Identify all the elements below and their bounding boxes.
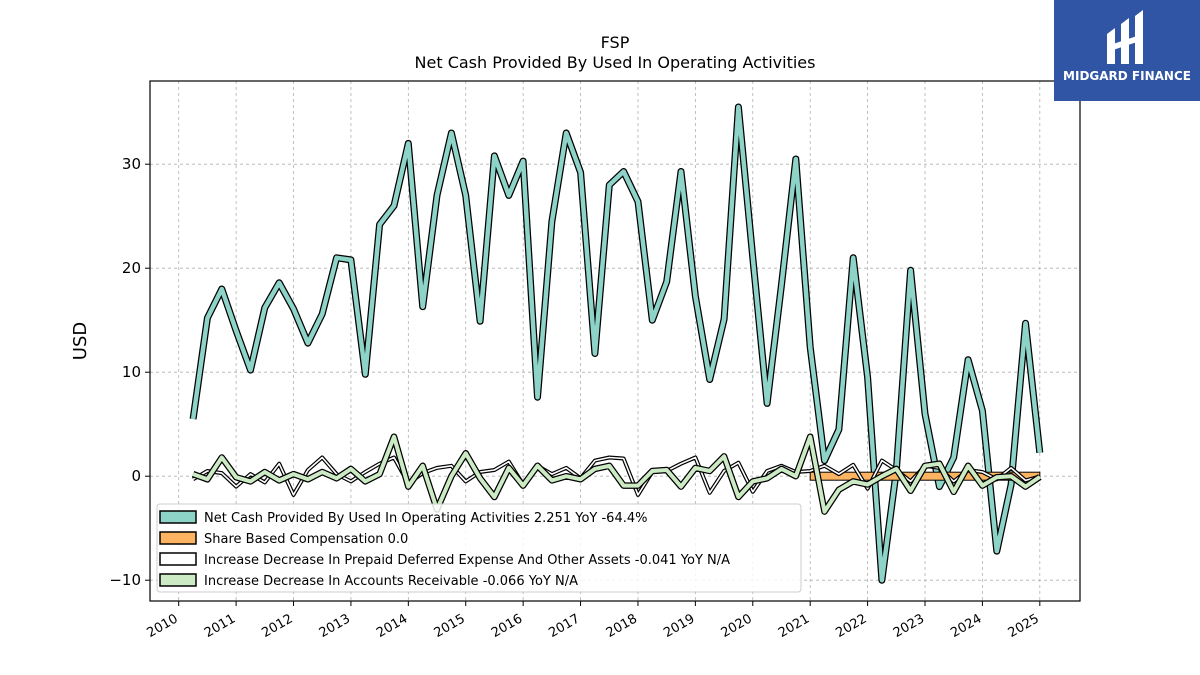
brand-logo: MIDGARD FINANCE <box>1054 0 1200 101</box>
series-layer <box>189 103 1044 584</box>
y-tick-label: 10 <box>122 363 141 381</box>
plot-frame <box>149 80 1081 602</box>
legend-swatch <box>159 510 197 524</box>
series-line <box>190 104 1043 583</box>
y-tick-label: 0 <box>131 467 141 485</box>
legend-swatch <box>159 552 197 566</box>
logo-mark-icon <box>1107 10 1143 64</box>
legend-items: Net Cash Provided By Used In Operating A… <box>159 510 730 589</box>
legend-box <box>156 503 802 593</box>
y-tick-label: 30 <box>122 155 141 173</box>
legend-swatch <box>159 531 197 545</box>
y-axis: −10 0 10 20 30 <box>109 155 150 589</box>
chart-title: FSP <box>601 33 630 52</box>
y-axis-label: USD <box>70 322 91 360</box>
brand-name: MIDGARD FINANCE <box>1063 69 1191 83</box>
y-tick-label: −10 <box>109 571 141 589</box>
legend-label: Net Cash Provided By Used In Operating A… <box>204 511 647 526</box>
legend: Net Cash Provided By Used In Operating A… <box>156 503 802 593</box>
chart-subtitle: Net Cash Provided By Used In Operating A… <box>415 53 816 72</box>
series-3 <box>191 433 1042 515</box>
legend-label: Increase Decrease In Prepaid Deferred Ex… <box>204 553 730 568</box>
legend-label: Increase Decrease In Accounts Receivable… <box>204 574 578 589</box>
y-tick-label: 20 <box>122 259 141 277</box>
series-line <box>192 434 1041 514</box>
legend-swatch <box>159 573 197 587</box>
series-0 <box>189 103 1044 584</box>
legend-label: Share Based Compensation 0.0 <box>204 532 408 547</box>
